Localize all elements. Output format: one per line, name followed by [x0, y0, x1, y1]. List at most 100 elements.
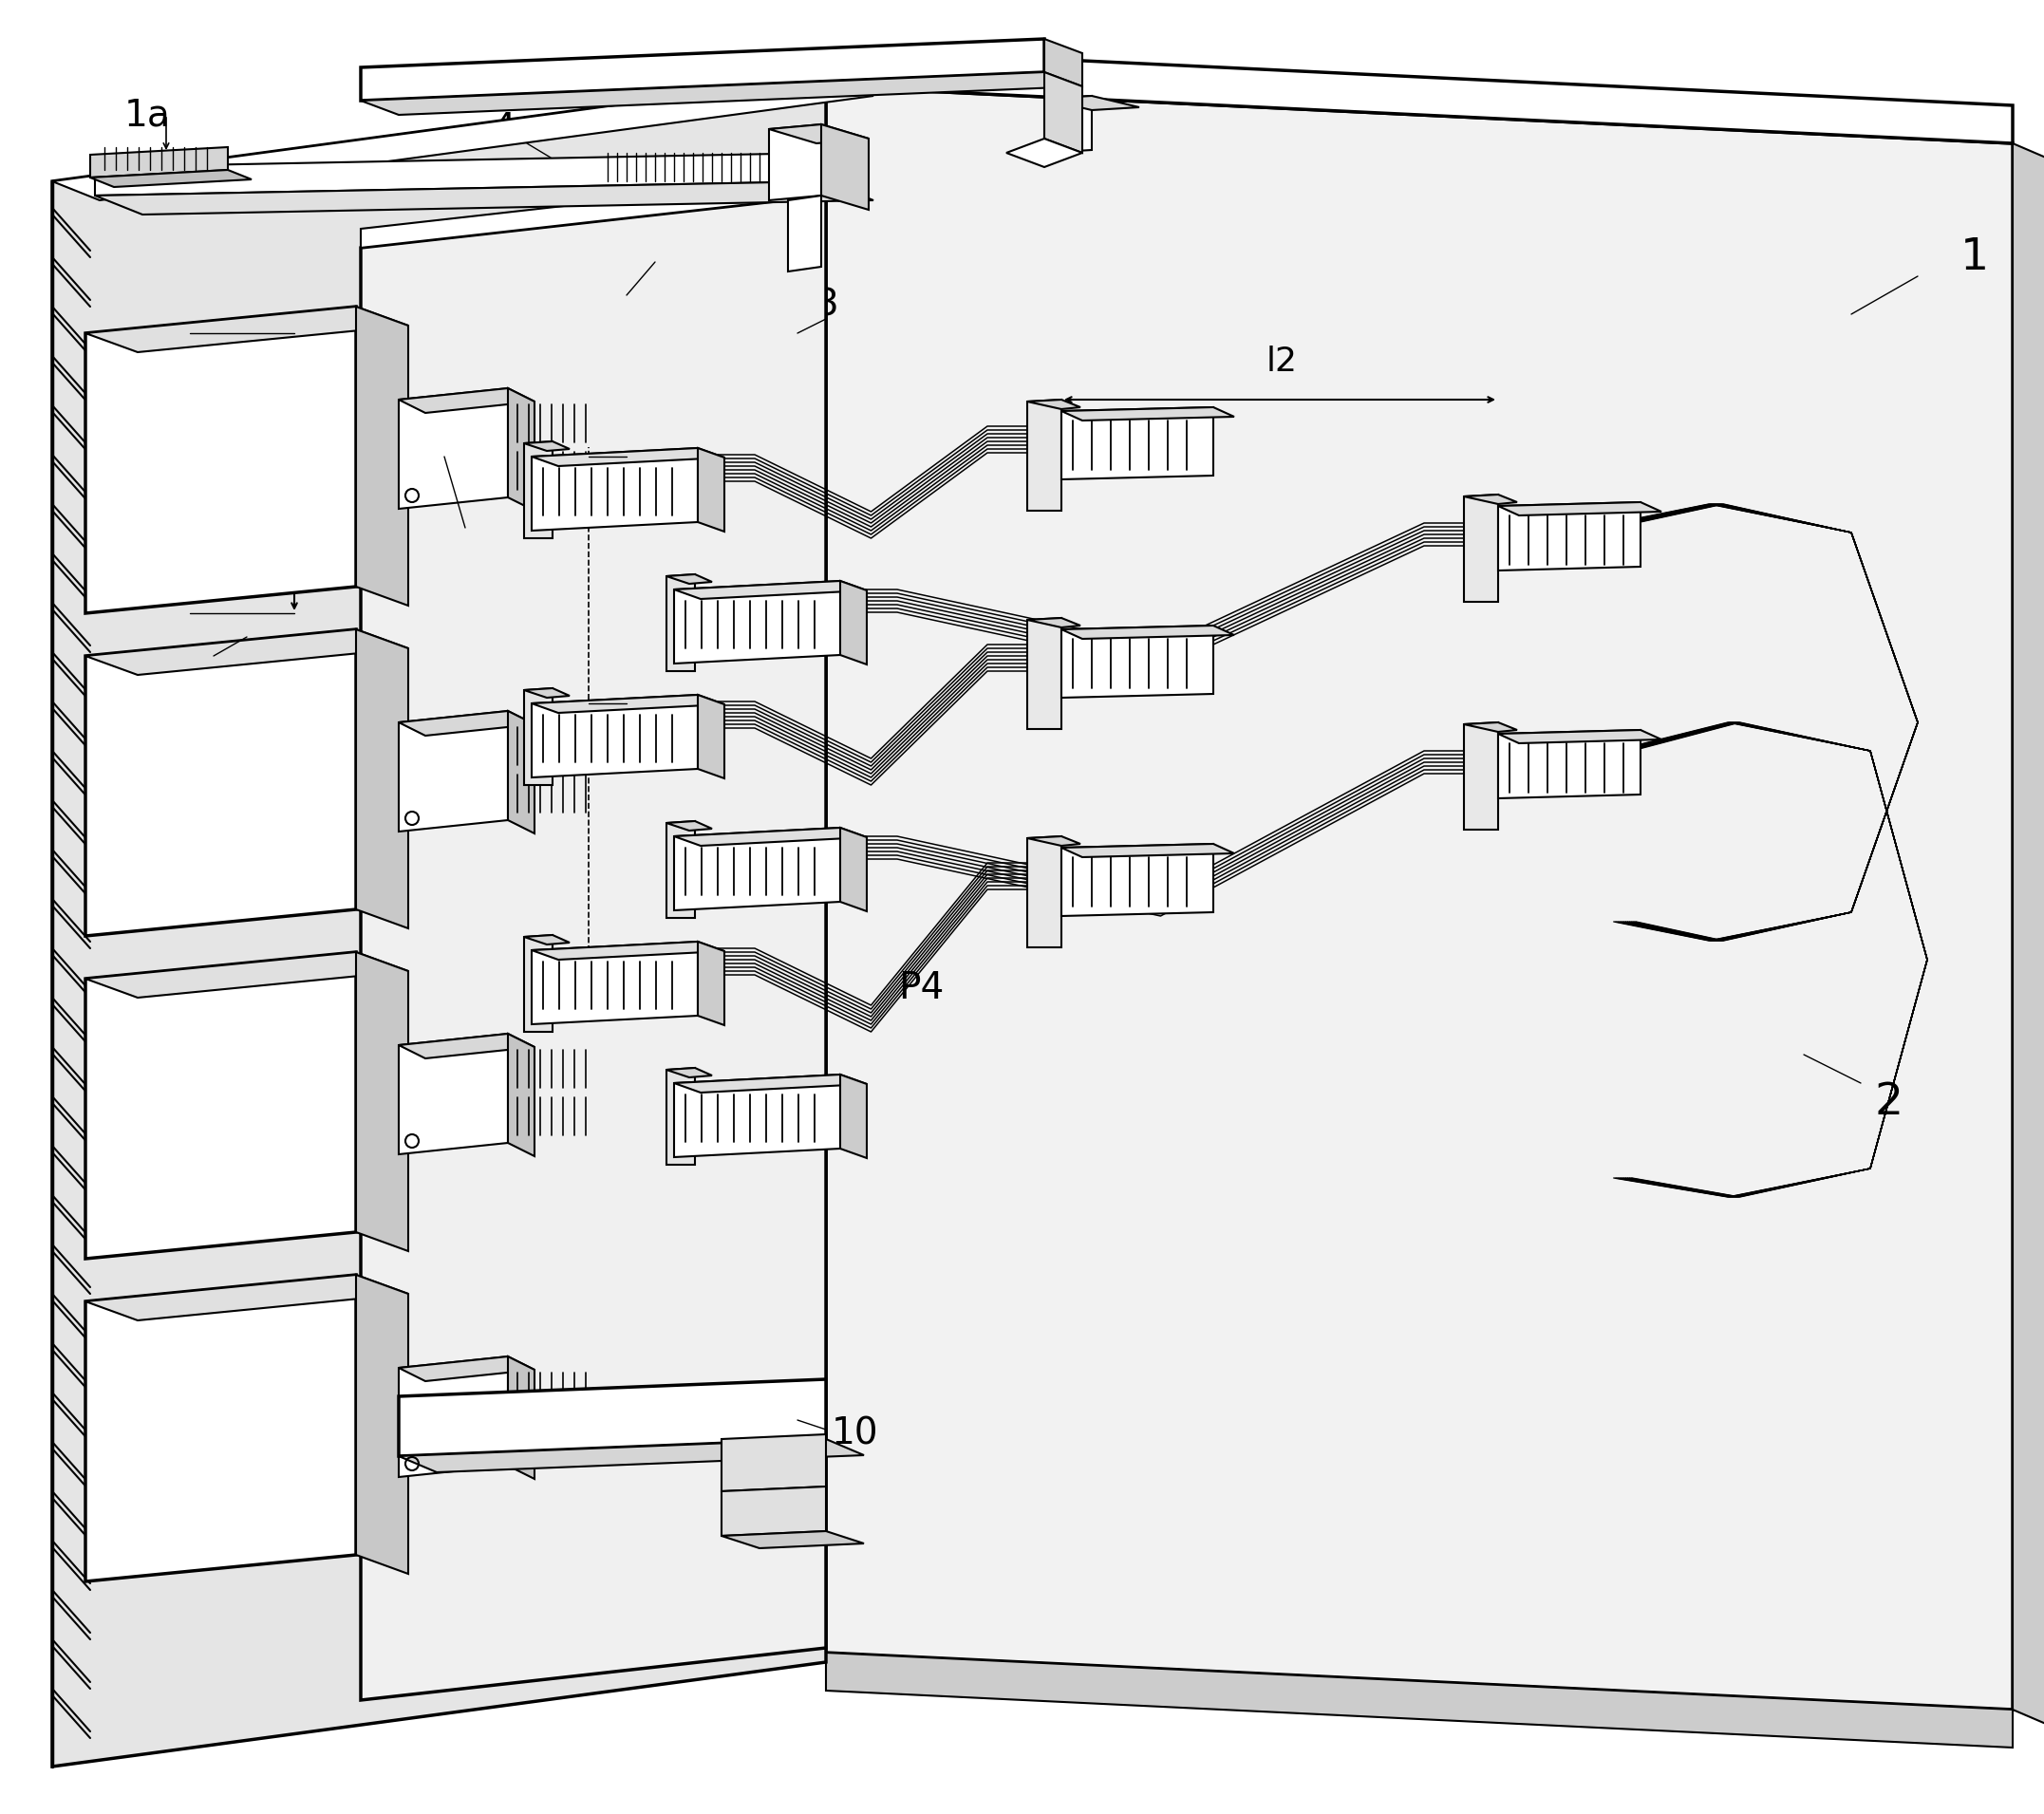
- Polygon shape: [523, 441, 570, 452]
- Text: t4: t4: [305, 455, 341, 486]
- Polygon shape: [1028, 399, 1081, 410]
- Polygon shape: [399, 1034, 533, 1058]
- Polygon shape: [826, 49, 2013, 143]
- Polygon shape: [53, 76, 873, 200]
- Polygon shape: [399, 1357, 507, 1477]
- Text: 1a: 1a: [125, 96, 170, 132]
- Polygon shape: [356, 629, 409, 929]
- Polygon shape: [399, 388, 533, 414]
- Polygon shape: [1464, 495, 1498, 602]
- Polygon shape: [86, 1275, 356, 1582]
- Polygon shape: [1061, 406, 1214, 479]
- Polygon shape: [2013, 143, 2044, 1723]
- Text: 5: 5: [605, 287, 630, 323]
- Polygon shape: [1498, 729, 1662, 744]
- Text: P4: P4: [897, 970, 944, 1007]
- Polygon shape: [1464, 722, 1517, 731]
- Polygon shape: [356, 307, 409, 606]
- Text: t2: t2: [628, 564, 662, 597]
- Polygon shape: [675, 827, 867, 845]
- Polygon shape: [666, 822, 695, 918]
- Polygon shape: [1044, 96, 1091, 152]
- Polygon shape: [769, 125, 869, 143]
- Polygon shape: [675, 580, 840, 664]
- Polygon shape: [666, 1068, 711, 1078]
- Polygon shape: [86, 1275, 409, 1321]
- Polygon shape: [523, 934, 570, 945]
- Polygon shape: [722, 1486, 826, 1536]
- Polygon shape: [53, 76, 826, 1767]
- Polygon shape: [1028, 836, 1081, 845]
- Polygon shape: [675, 580, 867, 599]
- Text: 1: 1: [1960, 236, 1989, 279]
- Polygon shape: [1464, 722, 1498, 829]
- Polygon shape: [1061, 844, 1214, 916]
- Polygon shape: [722, 1435, 826, 1491]
- Polygon shape: [840, 580, 867, 664]
- Polygon shape: [360, 176, 826, 249]
- Polygon shape: [1464, 495, 1517, 504]
- Polygon shape: [507, 388, 533, 512]
- Polygon shape: [1028, 619, 1081, 628]
- Polygon shape: [675, 1074, 867, 1092]
- Text: P3: P3: [728, 742, 773, 778]
- Polygon shape: [399, 1439, 865, 1473]
- Polygon shape: [789, 196, 822, 272]
- Polygon shape: [90, 147, 227, 178]
- Polygon shape: [86, 629, 409, 675]
- Polygon shape: [697, 695, 724, 778]
- Polygon shape: [840, 827, 867, 911]
- Polygon shape: [1044, 38, 1081, 87]
- Polygon shape: [1028, 619, 1061, 729]
- Polygon shape: [356, 952, 409, 1252]
- Polygon shape: [769, 125, 822, 200]
- Polygon shape: [1061, 844, 1235, 858]
- Polygon shape: [840, 1074, 867, 1157]
- Polygon shape: [697, 448, 724, 532]
- Polygon shape: [675, 827, 840, 911]
- Polygon shape: [86, 307, 356, 613]
- Polygon shape: [1028, 836, 1061, 947]
- Polygon shape: [86, 952, 356, 1259]
- Text: 4: 4: [491, 111, 515, 147]
- Polygon shape: [1044, 73, 1081, 152]
- Text: 7: 7: [472, 495, 497, 532]
- Polygon shape: [1006, 138, 1081, 167]
- Polygon shape: [399, 1034, 507, 1154]
- Polygon shape: [86, 307, 409, 352]
- Polygon shape: [1028, 399, 1061, 512]
- Polygon shape: [675, 1074, 840, 1157]
- Polygon shape: [1044, 96, 1139, 111]
- Polygon shape: [1061, 626, 1214, 698]
- Polygon shape: [531, 695, 697, 778]
- Polygon shape: [86, 952, 409, 998]
- Polygon shape: [822, 125, 869, 210]
- Polygon shape: [523, 688, 570, 698]
- Polygon shape: [697, 941, 724, 1025]
- Polygon shape: [360, 38, 1044, 100]
- Polygon shape: [399, 388, 507, 508]
- Polygon shape: [1061, 406, 1235, 421]
- Polygon shape: [722, 1531, 865, 1547]
- Polygon shape: [666, 822, 711, 831]
- Polygon shape: [531, 448, 697, 532]
- Text: 10: 10: [830, 1417, 879, 1453]
- Polygon shape: [1498, 502, 1662, 515]
- Polygon shape: [86, 629, 356, 936]
- Polygon shape: [531, 695, 724, 713]
- Polygon shape: [356, 1275, 409, 1575]
- Polygon shape: [523, 934, 552, 1032]
- Polygon shape: [399, 1379, 826, 1457]
- Polygon shape: [523, 441, 552, 539]
- Polygon shape: [507, 1357, 533, 1478]
- Polygon shape: [507, 711, 533, 833]
- Polygon shape: [666, 1068, 695, 1165]
- Polygon shape: [531, 941, 697, 1025]
- Polygon shape: [826, 87, 2013, 1709]
- Polygon shape: [94, 152, 826, 196]
- Text: l2: l2: [1265, 345, 1298, 377]
- Polygon shape: [360, 196, 826, 1700]
- Text: 2: 2: [1874, 1081, 1903, 1123]
- Polygon shape: [399, 1357, 533, 1380]
- Polygon shape: [399, 711, 507, 831]
